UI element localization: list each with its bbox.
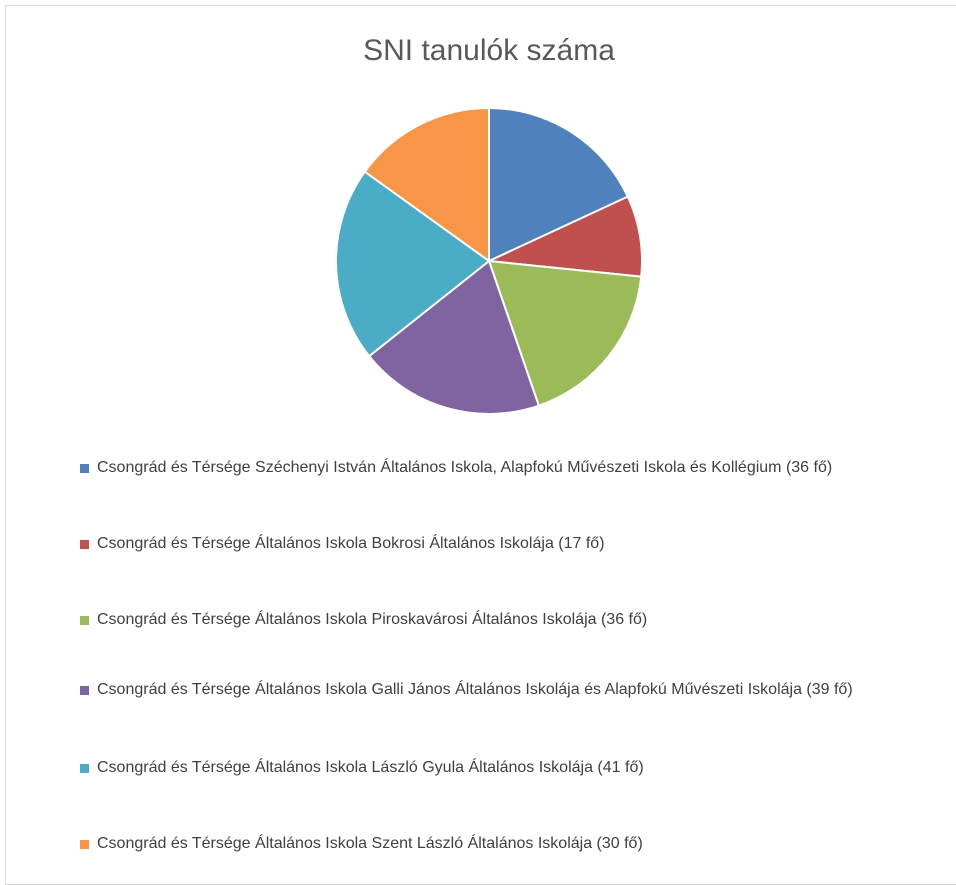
legend-item: Csongrád és Térsége Széchenyi István Ált… [80,455,912,481]
legend-label: Csongrád és Térsége Általános Iskola Pir… [97,611,648,628]
legend-swatch [80,840,89,849]
legend-label: Csongrád és Térsége Általános Iskola Gal… [97,681,853,698]
pie-slice [367,259,541,415]
legend-item: Csongrád és Térsége Általános Iskola Gal… [80,677,912,703]
legend-item: Csongrád és Térsége Általános Iskola Bok… [80,531,912,557]
pie-slice [363,106,490,263]
legend-swatch [80,540,89,549]
legend-item: Csongrád és Térsége Általános Iskola Pir… [80,607,912,633]
legend-swatch [80,764,89,773]
legend-item: Csongrád és Térsége Általános Iskola Lás… [80,755,912,781]
legend-label: Csongrád és Térsége Széchenyi István Ált… [97,459,833,476]
legend-swatch [80,616,89,625]
legend-label: Csongrád és Térsége Általános Iskola Lás… [97,759,644,776]
chart-title: SNI tanulók száma [363,34,615,67]
legend-label: Csongrád és Térsége Általános Iskola Sze… [97,835,643,852]
chart: SNI tanulók száma [335,34,643,415]
legend-label: Csongrád és Térsége Általános Iskola Bok… [97,535,605,552]
legend-swatch [80,464,89,473]
legend-item: Csongrád és Térsége Általános Iskola Sze… [80,831,912,857]
pie-slice [335,170,491,358]
legend-swatch [80,686,89,695]
pie-slice [488,106,630,263]
